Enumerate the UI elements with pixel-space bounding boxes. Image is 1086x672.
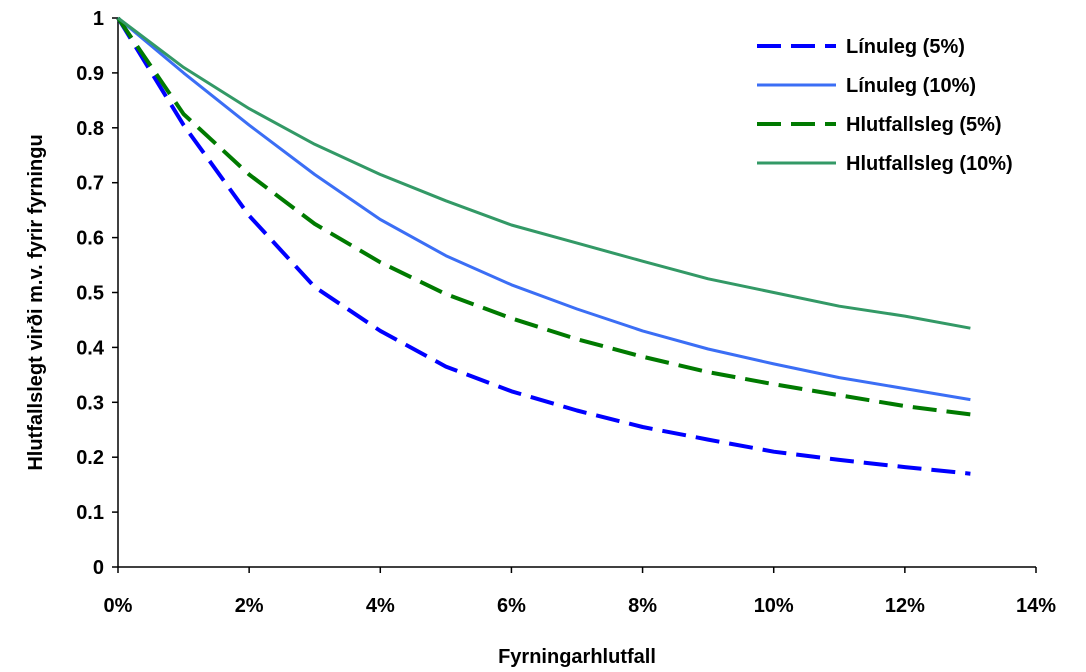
- legend: Línuleg (5%) Línuleg (10%) Hlutfallsleg (5…: [757, 36, 1013, 175]
- x-tick-label: 14%: [1016, 595, 1056, 617]
- y-tick-label: 0.5: [76, 283, 104, 305]
- legend-label-1: Línuleg (5%): [846, 36, 965, 58]
- legend-label-2: Línuleg (10%): [846, 75, 976, 97]
- y-tick-label: 0.1: [76, 502, 104, 524]
- series-line-2: [117, 16, 971, 402]
- y-tick-label: 0.2: [76, 447, 104, 469]
- series-line-4: [117, 16, 971, 330]
- y-tick-label: 0.8: [76, 118, 104, 140]
- y-tick-label: 0.9: [76, 63, 104, 85]
- series-line-1: [116, 16, 971, 476]
- axes: [117, 18, 1036, 568]
- x-tick-label: 0%: [104, 595, 133, 617]
- x-tick-label: 12%: [885, 595, 925, 617]
- y-tick-label: 0.3: [76, 392, 104, 414]
- x-tick-label: 2%: [235, 595, 264, 617]
- x-tick-label: 10%: [754, 595, 794, 617]
- x-axis-title: Fyrningarhlutfall: [498, 646, 656, 668]
- legend-label-3: Hlutfallsleg (5%): [846, 114, 1002, 136]
- y-tick-label: 0.6: [76, 228, 104, 250]
- legend-label-4: Hlutfallsleg (10%): [846, 153, 1013, 175]
- y-tick-label: 0: [93, 557, 104, 579]
- y-tick-label: 0.7: [76, 173, 104, 195]
- x-tick-label: 6%: [497, 595, 526, 617]
- y-tick-label: 1: [93, 8, 104, 30]
- y-axis-title: Hlutfallslegt virði m.v. fyrir fyrningu: [25, 134, 47, 470]
- y-tick-label: 0.4: [76, 337, 105, 359]
- x-tick-label: 8%: [628, 595, 657, 617]
- x-ticks: 0% 2% 4% 6% 8% 10% 12% 14%: [104, 567, 1056, 617]
- y-ticks: 0 0.1 0.2 0.3 0.4 0.5 0.6 0.7 0.8 0.9 1: [76, 8, 118, 579]
- series-line-3: [116, 16, 971, 417]
- series-lines: [116, 16, 971, 476]
- x-tick-label: 4%: [366, 595, 395, 617]
